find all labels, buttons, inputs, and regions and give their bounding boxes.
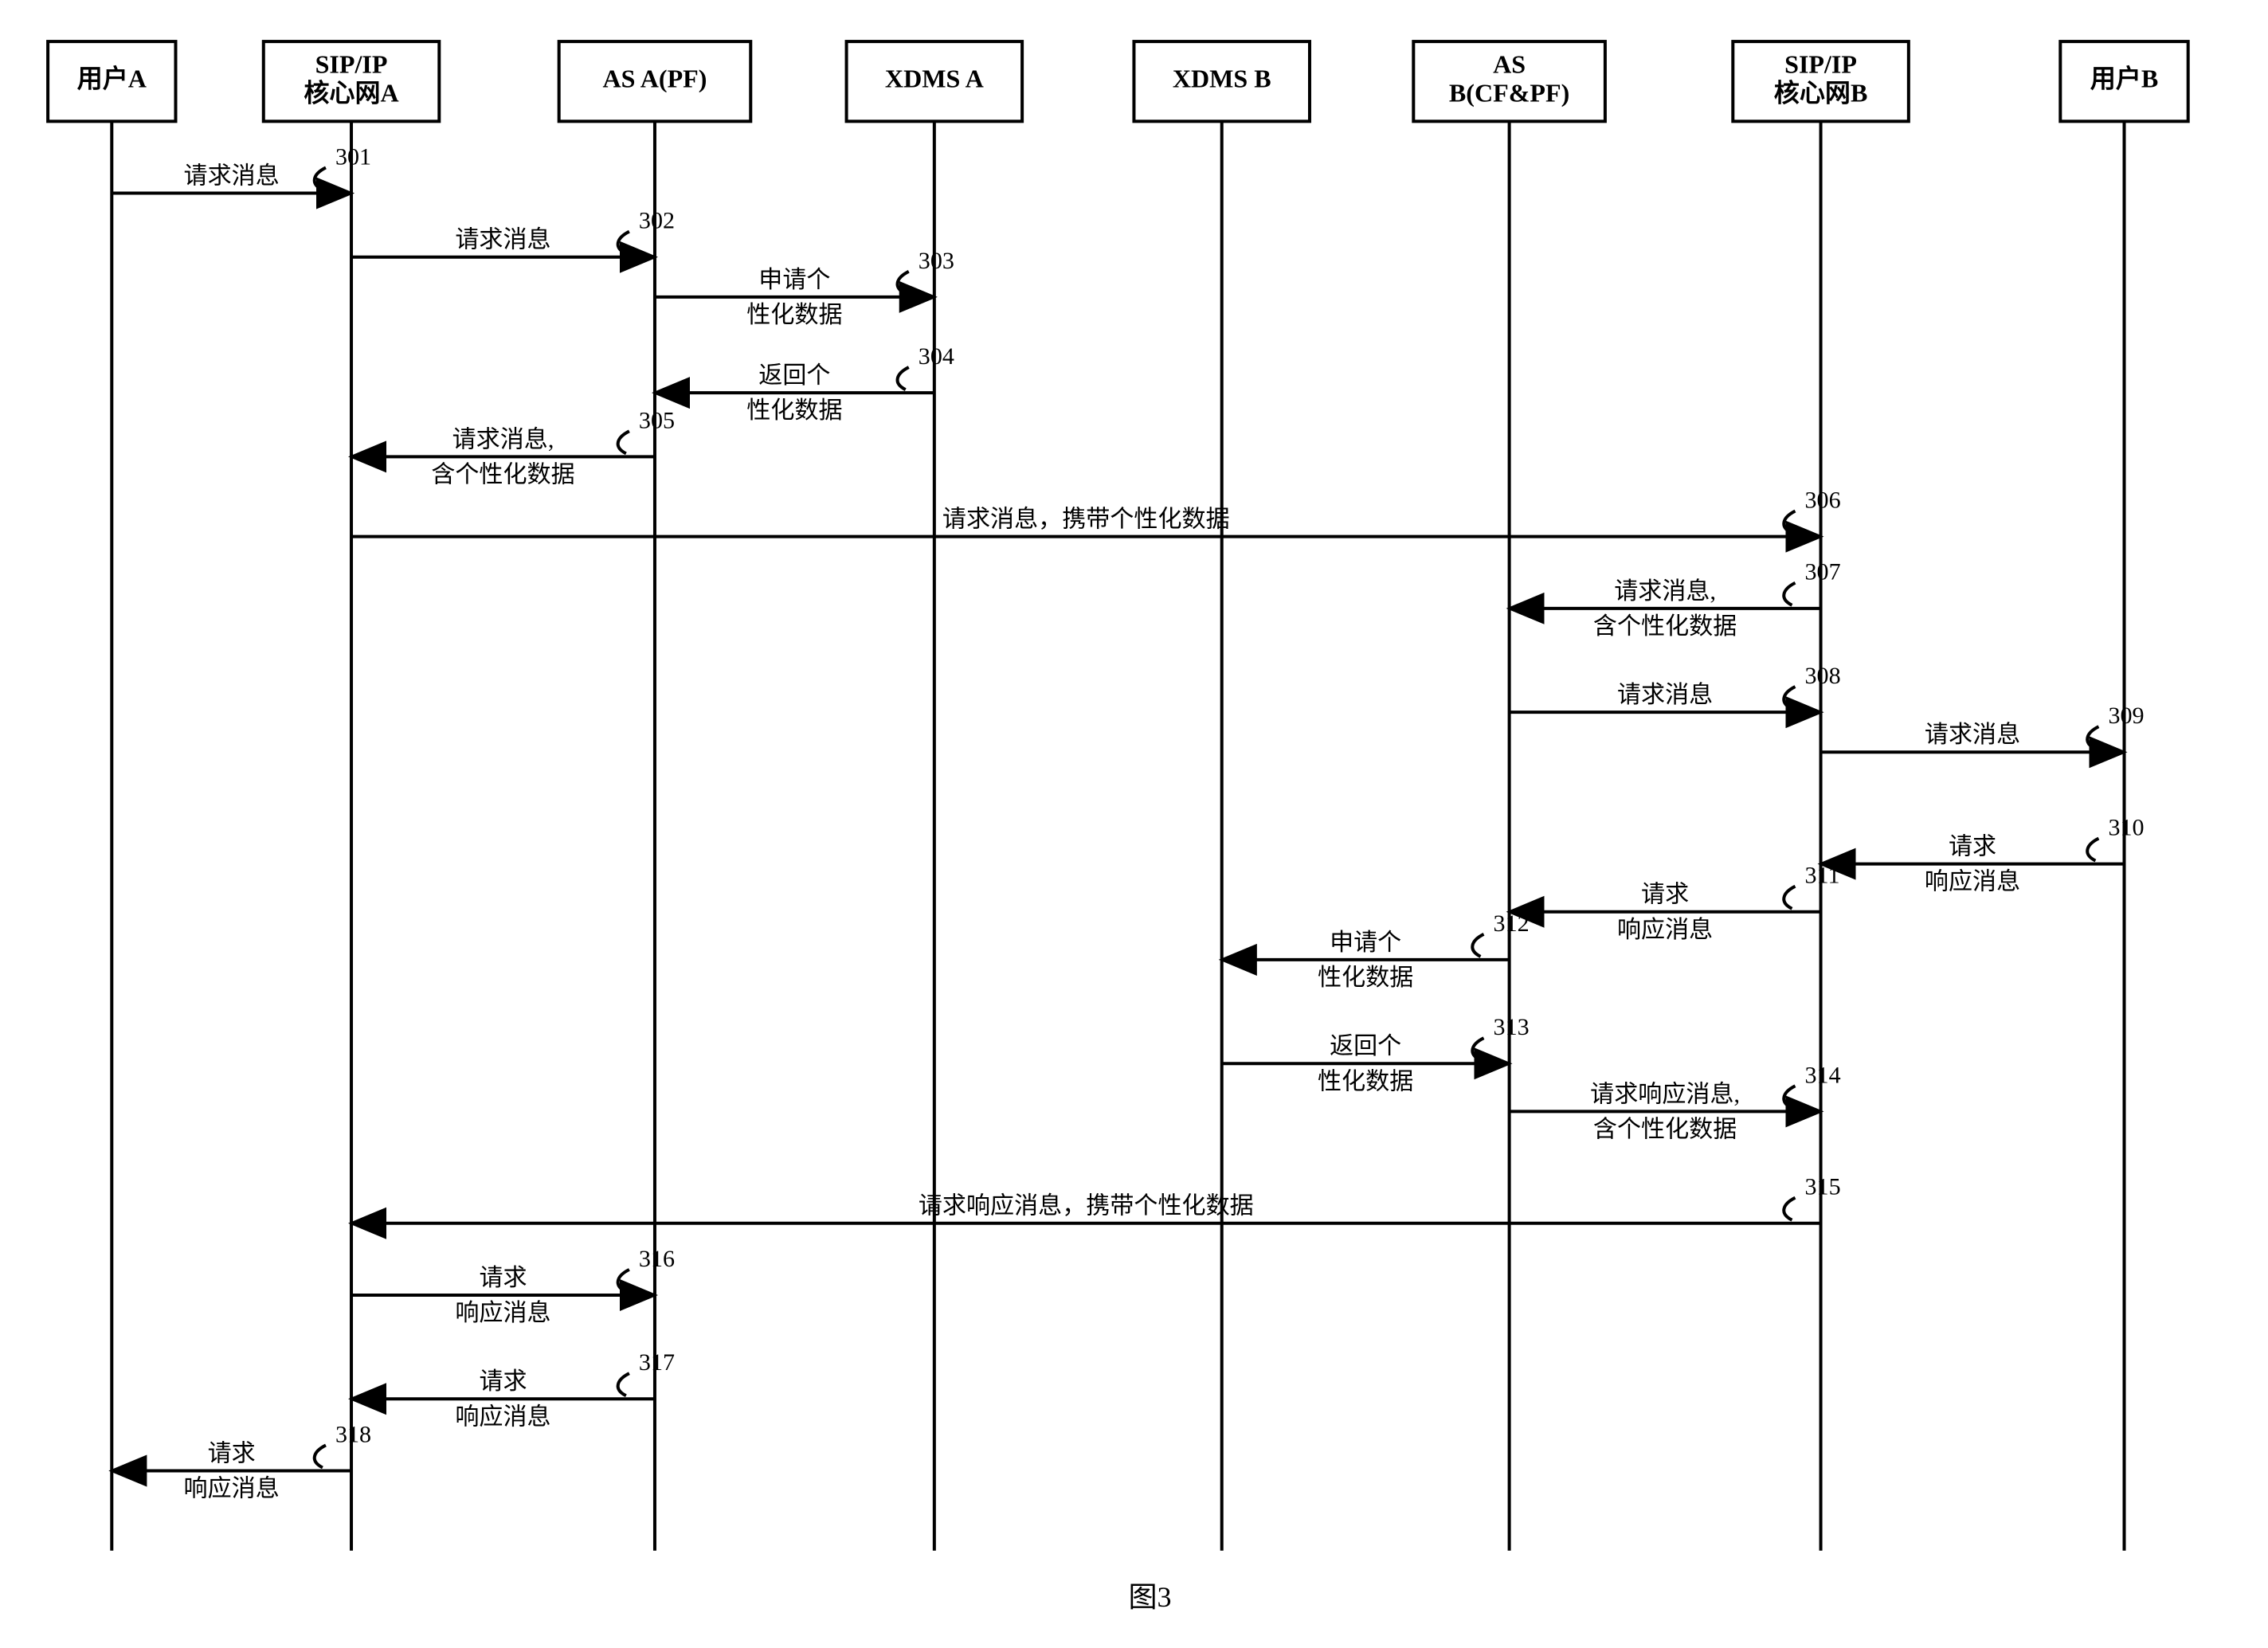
- message-label-305: 含个性化数据: [431, 460, 574, 487]
- step-number-317: 317: [639, 1349, 675, 1376]
- lifeline-label-coreA: 核心网A: [304, 79, 398, 108]
- step-number-318: 318: [335, 1420, 371, 1447]
- message-label-317: 响应消息: [455, 1403, 550, 1430]
- step-hook-312: [1472, 934, 1483, 957]
- message-label-314: 请求响应消息,: [1590, 1080, 1740, 1107]
- message-label-311: 请求: [1641, 881, 1689, 908]
- lifeline-label-asB: B(CF&PF): [1449, 79, 1569, 108]
- message-label-303: 性化数据: [746, 301, 842, 328]
- step-number-316: 316: [639, 1245, 675, 1272]
- step-number-312: 312: [1494, 910, 1530, 937]
- message-label-314: 含个性化数据: [1593, 1115, 1737, 1142]
- message-label-308: 请求消息: [1617, 681, 1713, 708]
- message-label-305: 请求消息,: [452, 425, 554, 452]
- message-label-316: 请求: [479, 1264, 527, 1291]
- step-number-311: 311: [1805, 862, 1840, 889]
- message-label-304: 性化数据: [746, 397, 842, 424]
- message-label-316: 响应消息: [455, 1299, 550, 1326]
- step-hook-316: [618, 1270, 629, 1292]
- message-label-311: 响应消息: [1617, 916, 1713, 943]
- step-number-315: 315: [1805, 1173, 1841, 1200]
- step-hook-313: [1472, 1038, 1483, 1060]
- step-hook-314: [1784, 1086, 1795, 1108]
- step-hook-310: [2087, 839, 2098, 861]
- lifeline-label-coreB: 核心网B: [1774, 79, 1868, 108]
- step-hook-317: [618, 1373, 629, 1396]
- lifeline-label-asB: AS: [1493, 50, 1526, 79]
- step-number-308: 308: [1805, 662, 1841, 689]
- step-number-307: 307: [1805, 558, 1841, 585]
- step-hook-308: [1784, 687, 1795, 709]
- step-number-310: 310: [2108, 814, 2144, 841]
- step-hook-307: [1784, 583, 1795, 605]
- message-label-307: 含个性化数据: [1593, 613, 1737, 640]
- step-hook-305: [618, 431, 629, 453]
- step-hook-309: [2087, 726, 2098, 749]
- message-label-315: 请求响应消息，携带个性化数据: [919, 1192, 1254, 1219]
- message-label-306: 请求消息，携带个性化数据: [942, 506, 1230, 533]
- lifeline-label-xdmsB: XDMS B: [1173, 65, 1271, 93]
- message-label-310: 响应消息: [1925, 868, 2020, 895]
- step-hook-311: [1784, 887, 1795, 909]
- message-label-301: 请求消息: [184, 162, 280, 190]
- step-hook-318: [315, 1445, 326, 1467]
- step-hook-302: [618, 232, 629, 254]
- lifelines-group: 用户ASIP/IP核心网AAS A(PF)XDMS AXDMS BASB(CF&…: [48, 41, 2188, 1551]
- step-number-305: 305: [639, 406, 675, 433]
- message-label-302: 请求消息: [455, 226, 550, 253]
- step-hook-315: [1784, 1198, 1795, 1220]
- message-label-313: 返回个: [1330, 1032, 1401, 1059]
- step-number-301: 301: [335, 143, 371, 170]
- message-label-309: 请求消息: [1925, 721, 2020, 748]
- message-label-304: 返回个: [758, 362, 830, 389]
- step-hook-306: [1784, 511, 1795, 534]
- message-label-313: 性化数据: [1318, 1067, 1413, 1094]
- message-label-318: 请求: [208, 1439, 256, 1466]
- sequence-diagram: 用户ASIP/IP核心网AAS A(PF)XDMS AXDMS BASB(CF&…: [16, 16, 2268, 1632]
- lifeline-label-coreA: SIP/IP: [315, 50, 388, 79]
- messages-group: 请求消息301请求消息302申请个性化数据303返回个性化数据304请求消息,含…: [112, 143, 2144, 1501]
- lifeline-label-userA: 用户A: [77, 65, 147, 93]
- figure-caption: 图3: [1128, 1581, 1171, 1613]
- message-label-318: 响应消息: [184, 1475, 280, 1502]
- message-label-317: 请求: [479, 1368, 527, 1395]
- message-label-312: 申请个: [1330, 929, 1401, 956]
- lifeline-label-xdmsA: XDMS A: [885, 65, 984, 93]
- lifeline-label-coreB: SIP/IP: [1784, 50, 1857, 79]
- step-number-306: 306: [1805, 487, 1841, 514]
- step-number-313: 313: [1494, 1013, 1530, 1040]
- lifeline-label-userB: 用户B: [2090, 65, 2159, 93]
- step-number-314: 314: [1805, 1061, 1841, 1088]
- step-number-302: 302: [639, 207, 675, 234]
- step-number-309: 309: [2108, 702, 2144, 729]
- step-number-303: 303: [919, 247, 954, 274]
- lifeline-label-asA: AS A(PF): [603, 65, 707, 93]
- message-label-312: 性化数据: [1318, 964, 1413, 991]
- step-hook-304: [898, 367, 909, 389]
- message-label-310: 请求: [1949, 833, 1996, 860]
- step-hook-303: [898, 272, 909, 294]
- step-hook-301: [315, 167, 326, 190]
- message-label-303: 申请个: [758, 266, 830, 293]
- step-number-304: 304: [919, 343, 954, 370]
- message-label-307: 请求消息,: [1614, 577, 1716, 605]
